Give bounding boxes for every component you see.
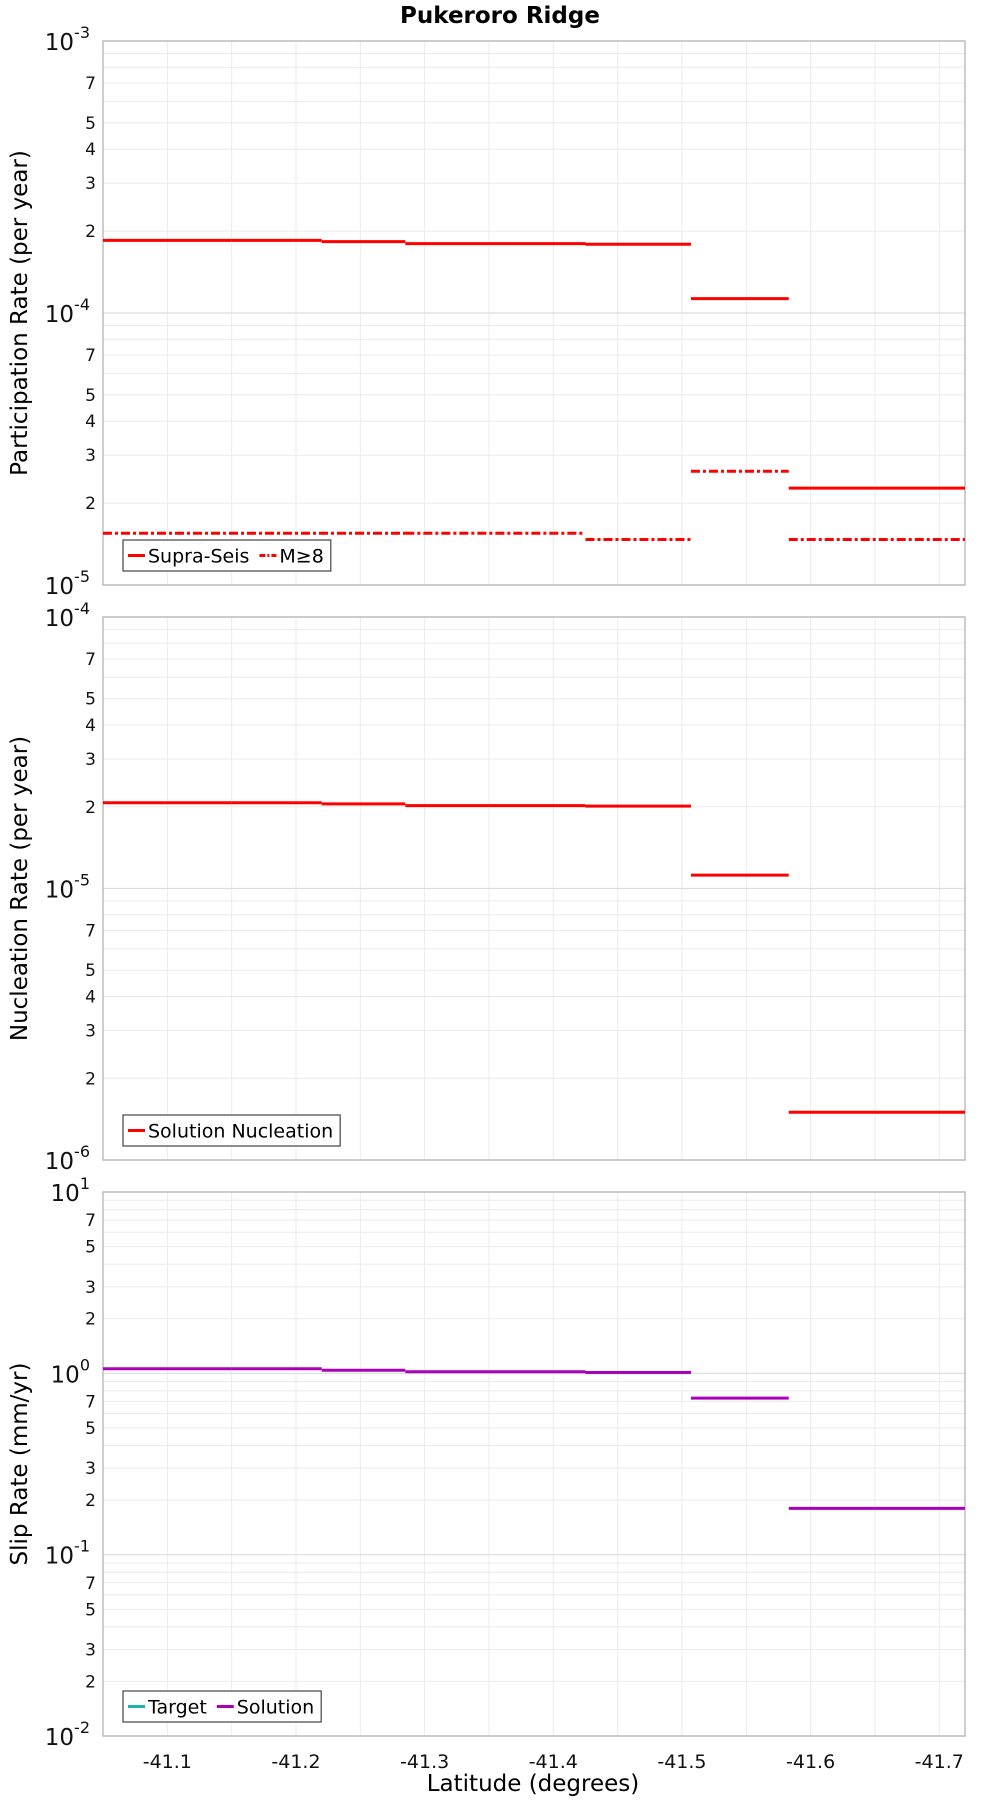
- y-tick-label: 2: [85, 1491, 96, 1511]
- y-tick-label: 5: [85, 1238, 96, 1258]
- plot-frame: [102, 40, 966, 586]
- legend-box: [122, 1114, 341, 1147]
- legend: Solution Nucleation: [122, 1114, 341, 1147]
- plot-frame: [102, 616, 966, 1161]
- y-tick-label: 7: [85, 346, 96, 366]
- y-tick-label: 7: [85, 1211, 96, 1231]
- y-tick-label: 5: [85, 114, 96, 134]
- y-tick-label: 3: [85, 750, 96, 770]
- y-tick-label: 7: [85, 74, 96, 94]
- y-axis-label: Slip Rate (mm/yr): [7, 1363, 33, 1566]
- y-tick-label: 3: [85, 1640, 96, 1660]
- y-tick-label: 5: [85, 1600, 96, 1620]
- chart-title: Pukeroro Ridge: [400, 3, 600, 29]
- legend-label: Solution: [237, 1697, 314, 1719]
- y-tick-label: 3: [85, 1278, 96, 1298]
- panel-1: 2 3 4 5 7 2 3 4 5 7 10-5 10-4 10-3 Participation Rate…: [7, 23, 966, 600]
- panel-3: 2 3 5 7 2 3 5 7 2 3 5 7 10-2 10-1 100 101 Slip Rate (mm/…: [7, 1174, 966, 1773]
- x-tick-label: -41.1: [143, 1751, 192, 1773]
- series-m-8: [103, 469, 965, 541]
- y-tick-label: 3: [85, 1459, 96, 1479]
- y-tick-label: 2: [85, 494, 96, 514]
- y-tick-major-label: 10-5: [45, 871, 90, 904]
- y-tick-major-label: 100: [51, 1355, 90, 1388]
- x-axis-label: Latitude (degrees): [427, 1771, 640, 1797]
- panel-2: 2 3 4 5 7 2 3 4 5 7 10-6 10-5 10-4 Nucleation Rate (p…: [7, 599, 966, 1175]
- y-tick-label: 5: [85, 690, 96, 710]
- y-tick-label: 7: [85, 922, 96, 942]
- y-tick-label: 3: [85, 174, 96, 194]
- legend-label: Solution Nucleation: [148, 1121, 333, 1143]
- y-tick-major-label: 10-3: [45, 23, 90, 56]
- y-tick-label: 3: [85, 446, 96, 466]
- y-tick-major-label: 10-4: [45, 295, 90, 328]
- y-tick-label: 5: [85, 1419, 96, 1439]
- y-axis-label: Participation Rate (per year): [7, 150, 33, 476]
- y-tick-label: 7: [85, 1574, 96, 1594]
- y-tick-label: 7: [85, 650, 96, 670]
- y-tick-major-label: 10-6: [45, 1142, 90, 1175]
- series-solution: [103, 1367, 965, 1510]
- x-tick-label: -41.5: [657, 1751, 706, 1773]
- y-axis-label: Nucleation Rate (per year): [7, 736, 33, 1041]
- y-tick-label: 5: [85, 386, 96, 406]
- y-tick-major-label: 101: [51, 1174, 90, 1207]
- y-tick-label: 2: [85, 222, 96, 242]
- y-tick-label: 2: [85, 1069, 96, 1089]
- y-tick-major-label: 10-1: [45, 1537, 90, 1570]
- y-tick-label: 4: [85, 988, 96, 1008]
- y-tick-label: 2: [85, 1310, 96, 1330]
- x-tick-label: -41.3: [400, 1751, 449, 1773]
- series-solution-nucleation: [103, 801, 965, 1114]
- x-tick-label: -41.4: [529, 1751, 578, 1773]
- legend-label: Supra-Seis: [148, 546, 249, 568]
- y-tick-major-label: 10-2: [45, 1718, 90, 1751]
- legend-label: M≥8: [279, 546, 323, 568]
- y-tick-label: 4: [85, 412, 96, 432]
- y-tick-label: 3: [85, 1021, 96, 1041]
- plot-frame: [102, 1191, 966, 1737]
- y-tick-major-label: 10-4: [45, 599, 90, 632]
- y-tick-label: 5: [85, 961, 96, 981]
- y-tick-major-label: 10-5: [45, 567, 90, 600]
- x-tick-label: -41.7: [915, 1751, 964, 1773]
- y-tick-label: 7: [85, 1392, 96, 1412]
- y-tick-label: 2: [85, 798, 96, 818]
- x-tick-label: -41.6: [786, 1751, 835, 1773]
- y-tick-label: 4: [85, 140, 96, 160]
- legend: Supra-Seis M≥8: [122, 539, 332, 572]
- series-supra-seis: [103, 238, 965, 490]
- y-tick-label: 4: [85, 716, 96, 736]
- y-tick-label: 2: [85, 1672, 96, 1692]
- x-tick-label: -41.2: [271, 1751, 320, 1773]
- legend-label: Target: [147, 1697, 207, 1719]
- legend: Target Solution: [122, 1690, 322, 1723]
- legend-box: [122, 539, 332, 572]
